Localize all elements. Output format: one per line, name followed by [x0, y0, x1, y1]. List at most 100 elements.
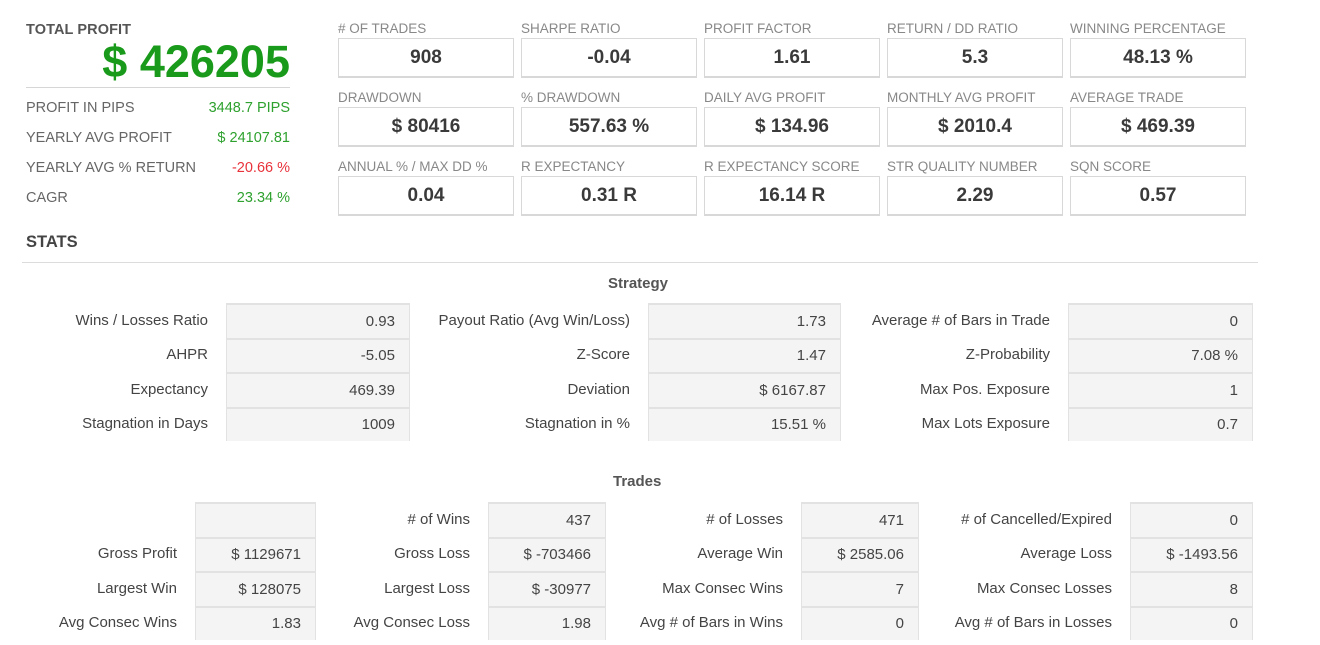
- stat-label: Max Consec Losses: [976, 579, 1112, 597]
- metric-value: 557.63 %: [521, 107, 697, 147]
- stat-value: 7: [801, 571, 919, 606]
- stats-divider: [22, 262, 1258, 263]
- metric-label: PROFIT FACTOR: [704, 21, 812, 36]
- stat-value: 1.98: [488, 605, 606, 640]
- cagr-row: CAGR 23.34 %: [26, 183, 290, 213]
- metric-label: # OF TRADES: [338, 21, 427, 36]
- yearly-avg-profit-row: YEARLY AVG PROFIT $ 24107.81: [26, 123, 290, 153]
- profit-in-pips-value: 3448.7 PIPS: [208, 100, 290, 116]
- metric-card-annual-maxdd: ANNUAL % / MAX DD % 0.04: [338, 158, 514, 227]
- stat-value: 437: [488, 502, 606, 537]
- cagr-value: 23.34 %: [236, 190, 290, 206]
- trades-row: Avg Consec Wins 1.83 Avg Consec Loss 1.9…: [0, 605, 1253, 640]
- metric-value: 0.31 R: [521, 176, 697, 216]
- stat-value: 7.08 %: [1068, 337, 1253, 372]
- trades-row: Largest Win $ 128075 Largest Loss $ -309…: [0, 571, 1253, 606]
- metric-value: $ 469.39: [1070, 107, 1246, 147]
- stat-value: 469.39: [226, 372, 410, 407]
- metric-card-trades: # OF TRADES 908: [338, 20, 514, 89]
- total-profit-panel: TOTAL PROFIT $ 426205 PROFIT IN PIPS 344…: [26, 22, 290, 213]
- stat-label: Gross Loss: [394, 545, 470, 563]
- metric-value: $ 134.96: [704, 107, 880, 147]
- metric-card-drawdown: DRAWDOWN $ 80416: [338, 89, 514, 158]
- metric-value: 16.14 R: [704, 176, 880, 216]
- stat-label: Z-Score: [576, 346, 630, 364]
- stat-value: 1.83: [195, 605, 316, 640]
- metric-card-r-expectancy: R EXPECTANCY 0.31 R: [521, 158, 697, 227]
- stat-value: $ -30977: [488, 571, 606, 606]
- metric-label: AVERAGE TRADE: [1070, 90, 1184, 105]
- metric-label: WINNING PERCENTAGE: [1070, 21, 1226, 36]
- metric-card-str-quality: STR QUALITY NUMBER 2.29: [887, 158, 1063, 227]
- metric-label: ANNUAL % / MAX DD %: [338, 159, 488, 174]
- stat-value: $ -1493.56: [1130, 536, 1253, 571]
- metric-value: -0.04: [521, 38, 697, 78]
- stat-value: $ -703466: [488, 536, 606, 571]
- stat-value: 1009: [226, 406, 410, 441]
- yearly-avg-return-label: YEARLY AVG % RETURN: [26, 160, 197, 176]
- stat-value: 0: [801, 605, 919, 640]
- stat-label: Wins / Losses Ratio: [75, 311, 208, 329]
- strategy-row: Stagnation in Days 1009 Stagnation in % …: [0, 406, 1253, 441]
- stat-value: [195, 502, 316, 537]
- stat-label: Payout Ratio (Avg Win/Loss): [438, 311, 630, 329]
- stat-value: 0: [1068, 303, 1253, 338]
- stats-heading: STATS: [26, 233, 78, 251]
- stat-label: Largest Loss: [384, 579, 470, 597]
- stat-value: 0.93: [226, 303, 410, 338]
- yearly-avg-return-value: -20.66 %: [231, 160, 290, 176]
- stat-label: Max Pos. Exposure: [919, 380, 1050, 398]
- stat-label: Z-Probability: [965, 346, 1050, 364]
- total-profit-title: TOTAL PROFIT: [26, 22, 132, 38]
- stat-value: 471: [801, 502, 919, 537]
- stat-label: Expectancy: [130, 380, 208, 398]
- stat-label: Largest Win: [96, 579, 177, 597]
- strategy-heading: Strategy: [608, 275, 669, 292]
- stat-label: Avg Consec Wins: [58, 614, 177, 632]
- metric-card-pct-drawdown: % DRAWDOWN 557.63 %: [521, 89, 697, 158]
- stat-label: AHPR: [166, 346, 208, 364]
- trades-row: Gross Profit $ 1129671 Gross Loss $ -703…: [0, 536, 1253, 571]
- metric-label: SHARPE RATIO: [521, 21, 621, 36]
- metric-label: DAILY AVG PROFIT: [704, 90, 826, 105]
- metric-card-average-trade: AVERAGE TRADE $ 469.39: [1070, 89, 1246, 158]
- stat-label: Stagnation in %: [524, 415, 630, 433]
- metric-label: DRAWDOWN: [338, 90, 422, 105]
- stat-label: Average Win: [697, 545, 783, 563]
- stat-value: 0: [1130, 502, 1253, 537]
- metric-label: % DRAWDOWN: [521, 90, 621, 105]
- metric-label: SQN SCORE: [1070, 159, 1152, 174]
- stat-value: 8: [1130, 571, 1253, 606]
- stat-label: # of Losses: [706, 510, 783, 528]
- metric-value: 0.04: [338, 176, 514, 216]
- trades-heading: Trades: [613, 473, 662, 490]
- stat-label: Avg # of Bars in Losses: [954, 614, 1112, 632]
- metric-card-monthly-avg: MONTHLY AVG PROFIT $ 2010.4: [887, 89, 1063, 158]
- stat-value: $ 2585.06: [801, 536, 919, 571]
- metric-value: 5.3: [887, 38, 1063, 78]
- strategy-row: Expectancy 469.39 Deviation $ 6167.87 Ma…: [0, 372, 1253, 407]
- metric-label: MONTHLY AVG PROFIT: [887, 90, 1036, 105]
- stat-value: 1: [1068, 372, 1253, 407]
- stat-label: Avg Consec Loss: [353, 614, 470, 632]
- metric-value: $ 2010.4: [887, 107, 1063, 147]
- stat-label: # of Cancelled/Expired: [961, 510, 1112, 528]
- metric-label: STR QUALITY NUMBER: [887, 159, 1038, 174]
- metric-cards-grid: # OF TRADES 908 SHARPE RATIO -0.04 PROFIT …: [338, 20, 1258, 227]
- metric-card-r-expectancy-score: R EXPECTANCY SCORE 16.14 R: [704, 158, 880, 227]
- metric-value: 48.13 %: [1070, 38, 1246, 78]
- metric-value: 1.61: [704, 38, 880, 78]
- stat-label: Average # of Bars in Trade: [871, 311, 1050, 329]
- metric-value: $ 80416: [338, 107, 514, 147]
- trades-row: # of Wins 437 # of Losses 471 # of Cance…: [0, 502, 1253, 537]
- profit-in-pips-row: PROFIT IN PIPS 3448.7 PIPS: [26, 93, 290, 123]
- metric-card-daily-avg: DAILY AVG PROFIT $ 134.96: [704, 89, 880, 158]
- trades-grid: # of Wins 437 # of Losses 471 # of Cance…: [0, 502, 1253, 640]
- profit-in-pips-label: PROFIT IN PIPS: [26, 100, 135, 116]
- strategy-row: Wins / Losses Ratio 0.93 Payout Ratio (A…: [0, 303, 1253, 338]
- yearly-avg-return-row: YEARLY AVG % RETURN -20.66 %: [26, 153, 290, 183]
- stat-label: Gross Profit: [97, 545, 177, 563]
- stat-label: Average Loss: [1020, 545, 1112, 563]
- stat-label: Max Consec Wins: [662, 579, 783, 597]
- strategy-grid: Wins / Losses Ratio 0.93 Payout Ratio (A…: [0, 303, 1253, 441]
